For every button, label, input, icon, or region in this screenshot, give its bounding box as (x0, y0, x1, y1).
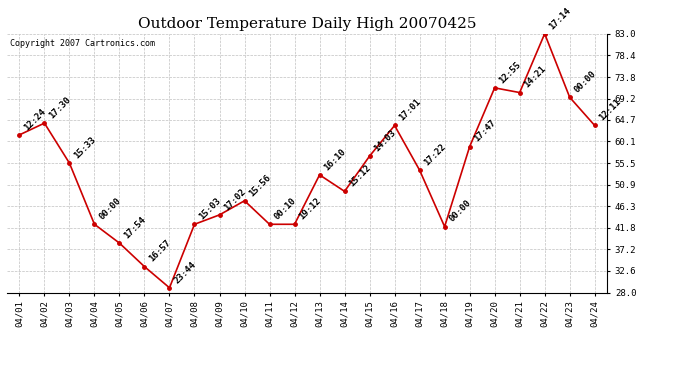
Text: 17:47: 17:47 (473, 118, 497, 144)
Text: 12:55: 12:55 (497, 60, 523, 85)
Text: 19:12: 19:12 (297, 196, 323, 222)
Text: 00:00: 00:00 (573, 69, 598, 94)
Text: 14:21: 14:21 (522, 64, 548, 90)
Text: 16:57: 16:57 (147, 238, 172, 264)
Text: 15:12: 15:12 (347, 163, 373, 189)
Text: 17:01: 17:01 (397, 98, 423, 123)
Text: Copyright 2007 Cartronics.com: Copyright 2007 Cartronics.com (10, 39, 155, 48)
Text: 17:14: 17:14 (547, 6, 573, 31)
Text: 14:03: 14:03 (373, 128, 397, 153)
Text: 12:11: 12:11 (598, 98, 623, 123)
Text: 00:00: 00:00 (97, 196, 123, 222)
Text: 16:10: 16:10 (322, 147, 348, 172)
Text: 15:03: 15:03 (197, 196, 223, 222)
Text: 15:33: 15:33 (72, 135, 97, 160)
Text: 12:24: 12:24 (22, 107, 48, 132)
Text: 23:44: 23:44 (172, 260, 197, 285)
Text: 17:30: 17:30 (47, 95, 72, 120)
Text: 17:22: 17:22 (422, 142, 448, 167)
Title: Outdoor Temperature Daily High 20070425: Outdoor Temperature Daily High 20070425 (138, 17, 476, 31)
Text: 00:10: 00:10 (273, 196, 297, 222)
Text: 15:56: 15:56 (247, 172, 273, 198)
Text: 17:02: 17:02 (222, 187, 248, 212)
Text: 00:00: 00:00 (447, 198, 473, 224)
Text: 17:54: 17:54 (122, 215, 148, 240)
